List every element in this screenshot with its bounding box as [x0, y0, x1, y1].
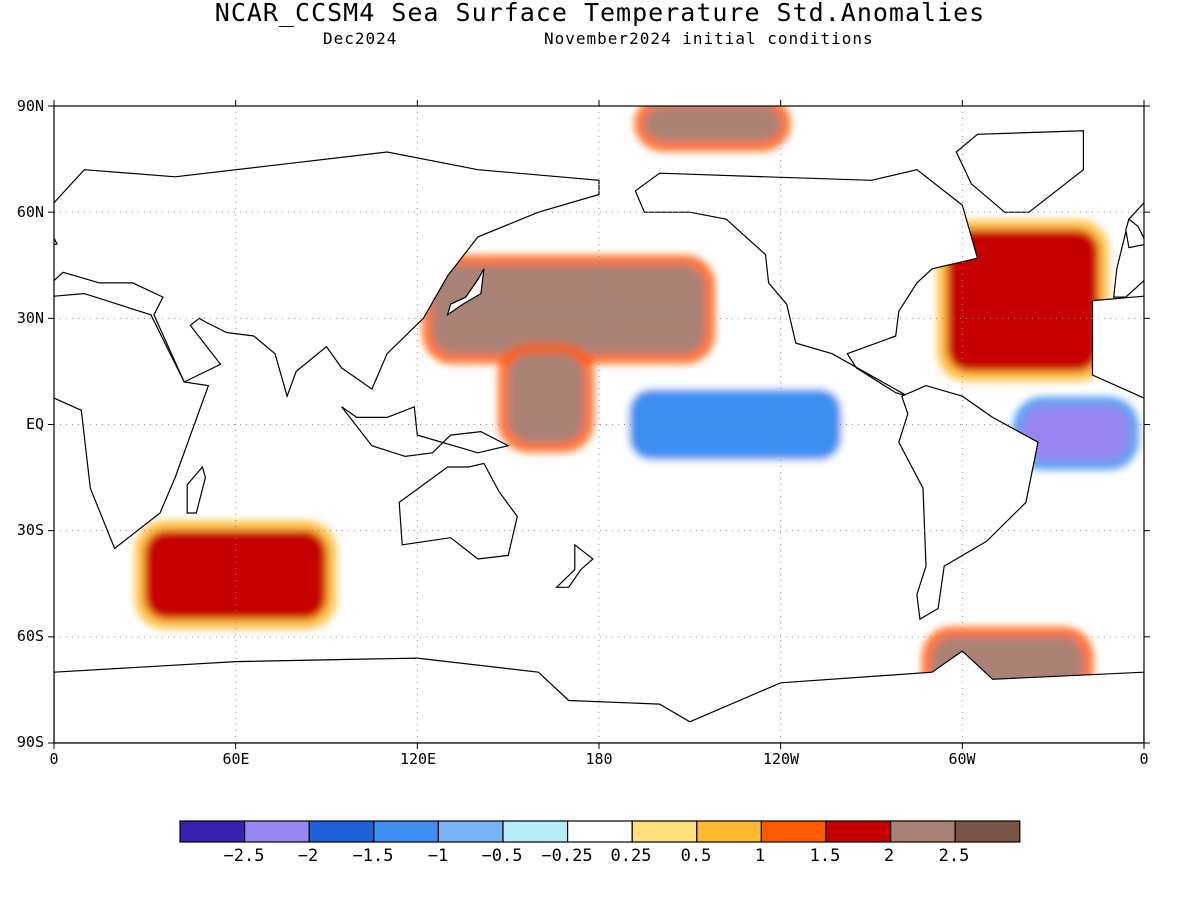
colorbar-swatch: [566, 820, 633, 843]
colorbar-swatch: [179, 820, 246, 843]
x-label-60w: 60W: [948, 750, 976, 768]
colorbar-label: −2: [297, 846, 319, 866]
indonesia-landmass: [341, 405, 510, 458]
y-label-60s: 60S: [16, 627, 44, 645]
australia-landmass: [398, 462, 518, 560]
y-label-90s: 90S: [16, 733, 44, 751]
map-title: NCAR_CCSM4 Sea Surface Temperature Std.A…: [214, 0, 986, 27]
colorbar-label: −2.5: [223, 846, 265, 866]
land-masses: [54, 130, 1144, 743]
greenland-landmass: [955, 130, 1084, 213]
colorbar-swatch: [308, 820, 375, 843]
colorbar-label: 2.5: [938, 846, 970, 866]
x-label-0-end: 0: [1139, 750, 1149, 768]
colorbar-swatch: [760, 820, 827, 843]
colorbar-swatch: [244, 820, 310, 843]
anomaly-region: [947, 229, 1099, 372]
y-label-30n: 30N: [16, 309, 44, 327]
uk-landmass: [54, 236, 58, 246]
anomaly-region: [644, 106, 781, 142]
x-label-0: 0: [49, 750, 59, 768]
colorbar-label: −1.5: [352, 846, 394, 866]
colorbar-label: 0.25: [610, 846, 652, 866]
axis-ticks: [48, 100, 1150, 749]
eurasia-landmass: [54, 151, 600, 399]
colorbar-swatch: [889, 820, 956, 843]
colorbar-swatch: [631, 820, 698, 843]
south-america-landmass: [898, 384, 1039, 621]
colorbar-label: −0.5: [481, 846, 523, 866]
colorbar-label: 2: [883, 846, 895, 866]
nz-landmass: [555, 543, 594, 588]
init-conditions-label: November2024 initial conditions: [544, 29, 874, 48]
colorbar-label: 1.5: [809, 846, 841, 866]
anomaly-region: [1022, 406, 1129, 460]
anomaly-region: [629, 389, 842, 460]
colorbar: [179, 820, 1021, 843]
colorbar-label: −0.25: [541, 846, 593, 866]
valid-month-label: Dec2024: [323, 29, 398, 48]
y-label-90n: 90N: [16, 97, 44, 115]
colorbar-label: 0.5: [680, 846, 712, 866]
x-label-60e: 60E: [222, 750, 250, 768]
colorbar-swatch: [825, 820, 892, 843]
madagascar-landmass: [186, 465, 207, 514]
colorbar-swatch: [437, 820, 504, 843]
north-america-landmass: [634, 169, 979, 397]
japan-landmass: [446, 268, 485, 317]
y-label-60n: 60N: [16, 203, 44, 221]
africa-landmass: [1091, 295, 1144, 399]
africa-landmass: [54, 292, 210, 550]
colorbar-swatch: [954, 820, 1021, 843]
colorbar-swatch: [502, 820, 569, 843]
colorbar-label: 1: [754, 846, 766, 866]
x-label-120w: 120W: [762, 750, 800, 768]
colorbar-label: −1: [427, 846, 449, 866]
graticule: [54, 106, 1144, 743]
anomaly-region: [508, 353, 584, 443]
colorbar-swatch: [696, 820, 762, 843]
y-label-30s: 30S: [16, 521, 44, 539]
y-label-eq: EQ: [25, 415, 44, 433]
colorbar-swatch: [373, 820, 439, 843]
x-label-120e: 120E: [399, 750, 437, 768]
anomaly-region: [432, 265, 705, 354]
x-label-180: 180: [585, 750, 613, 768]
